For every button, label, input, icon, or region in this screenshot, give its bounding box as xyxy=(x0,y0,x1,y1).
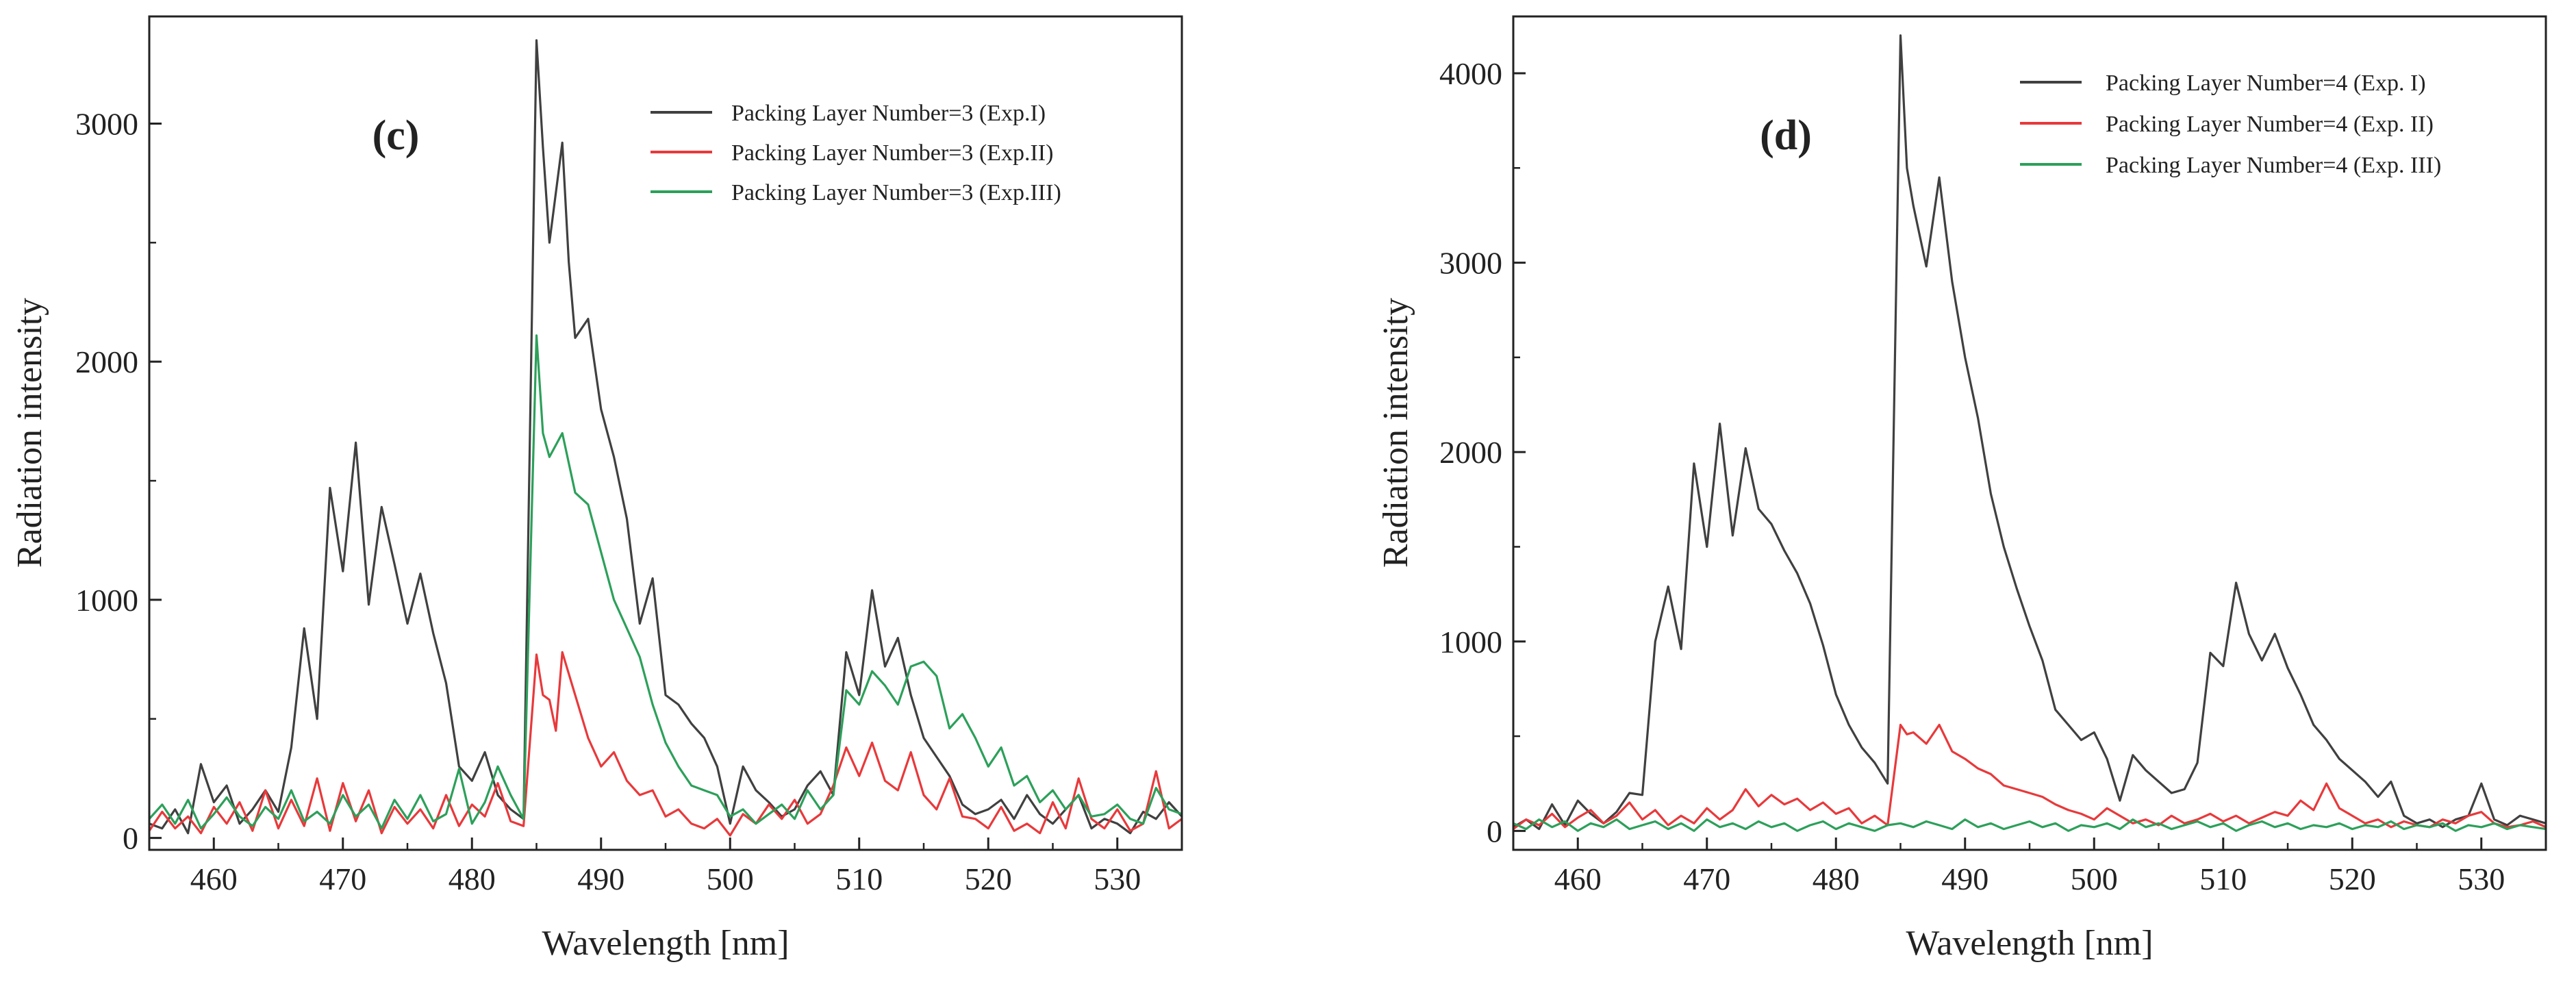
x-tick-label: 460 xyxy=(1554,861,1602,896)
x-tick-label: 490 xyxy=(577,861,624,896)
panel-label: (c) xyxy=(372,112,420,159)
chart-panel-d: 460 470 480 490 500 510 520 530 0 1000 2000 3000 400… xyxy=(1376,15,2547,963)
x-tick-label: 530 xyxy=(2458,861,2505,896)
y-tick-label: 4000 xyxy=(1439,56,1502,91)
legend-entry-label: Packing Layer Number=4 (Exp. III) xyxy=(2106,153,2441,178)
series-line-packing-layer-number-4-exp-ii xyxy=(1513,723,2546,830)
legend: Packing Layer Number=4 (Exp. I) Packing L… xyxy=(2020,71,2441,178)
y-tick-label: 2000 xyxy=(1439,435,1502,470)
x-tick-label: 480 xyxy=(1813,861,1860,896)
x-tick-label: 510 xyxy=(835,861,883,896)
y-tick-label: 3000 xyxy=(1439,246,1502,281)
y-tick-label: 2000 xyxy=(75,344,138,379)
legend-entry-label: Packing Layer Number=3 (Exp.III) xyxy=(731,180,1061,205)
y-tick-label: 0 xyxy=(1487,814,1502,848)
x-tick-label: 500 xyxy=(707,861,754,896)
x-tick-label: 520 xyxy=(965,861,1012,896)
x-tick-label: 520 xyxy=(2329,861,2376,896)
legend-entry-label: Packing Layer Number=3 (Exp.I) xyxy=(731,101,1046,126)
x-axis-title: Wavelength [nm] xyxy=(542,924,789,963)
x-tick-label: 490 xyxy=(1941,861,1988,896)
series-group xyxy=(149,39,1182,837)
series-line-packing-layer-number-3-exp-iii xyxy=(149,334,1182,830)
series-line-packing-layer-number-4-exp-iii xyxy=(1513,818,2546,832)
legend-entry-label: Packing Layer Number=4 (Exp. II) xyxy=(2106,112,2434,137)
series-group xyxy=(1513,34,2546,832)
y-tick-label: 3000 xyxy=(75,106,138,141)
series-line-packing-layer-number-3-exp-ii xyxy=(149,651,1182,837)
chart-panel-c: 460 470 480 490 500 510 520 530 0 1000 2000 3000 Wav… xyxy=(10,15,1183,963)
x-tick-label: 500 xyxy=(2071,861,2118,896)
legend: Packing Layer Number=3 (Exp.I) Packing La… xyxy=(651,101,1061,205)
x-tick-label: 510 xyxy=(2199,861,2247,896)
y-tick-label: 1000 xyxy=(1439,625,1502,659)
x-axis-title: Wavelength [nm] xyxy=(1906,924,2153,963)
legend-entry-label: Packing Layer Number=3 (Exp.II) xyxy=(731,140,1053,166)
series-line-packing-layer-number-3-exp-i xyxy=(149,39,1182,835)
y-tick-label: 1000 xyxy=(75,583,138,618)
y-axis-title: Radiation intensity xyxy=(10,298,49,568)
x-tick-label: 530 xyxy=(1094,861,1141,896)
x-tick-label: 460 xyxy=(190,861,238,896)
x-tick-label: 470 xyxy=(1683,861,1730,896)
series-line-packing-layer-number-4-exp-i xyxy=(1513,34,2546,831)
x-tick-label: 480 xyxy=(449,861,496,896)
panel-label: (d) xyxy=(1760,112,1812,159)
y-axis-title: Radiation intensity xyxy=(1376,298,1415,568)
y-tick-label: 0 xyxy=(123,821,138,856)
x-tick-label: 470 xyxy=(319,861,366,896)
legend-entry-label: Packing Layer Number=4 (Exp. I) xyxy=(2106,71,2426,96)
